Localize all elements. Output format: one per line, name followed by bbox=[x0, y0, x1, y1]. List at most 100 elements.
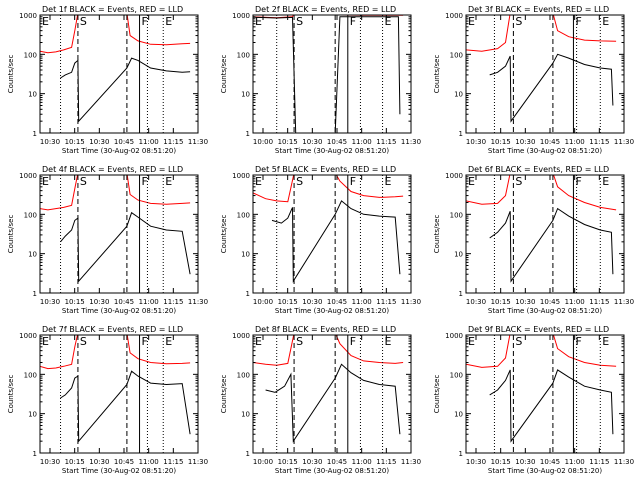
series-events-line bbox=[60, 211, 191, 283]
x-tick-label: 11:15 bbox=[163, 458, 183, 466]
marker-label: E bbox=[42, 15, 49, 28]
plot-frame bbox=[39, 14, 199, 134]
chart-title: Det 7f BLACK = Events, RED = LLD bbox=[42, 325, 183, 334]
marker-label: E bbox=[468, 175, 475, 188]
y-tick-label: 100 bbox=[237, 51, 250, 59]
x-axis-label: Start Time (30-Aug-02 08:51:20) bbox=[488, 307, 602, 315]
y-tick-label: 10 bbox=[28, 91, 37, 99]
y-tick-label: 100 bbox=[450, 211, 463, 219]
chart-title: Det 3f BLACK = Events, RED = LLD bbox=[468, 5, 609, 14]
y-tick-label: 10 bbox=[241, 411, 250, 419]
y-tick-label: 1 bbox=[33, 130, 37, 138]
x-tick-label: 11:00 bbox=[565, 298, 585, 306]
marker-label: F bbox=[350, 175, 356, 188]
y-tick-label: 1000 bbox=[19, 332, 37, 340]
y-axis-label: Counts/sec bbox=[220, 55, 228, 94]
y-tick-label: 1000 bbox=[445, 332, 463, 340]
chart-title: Det 6f BLACK = Events, RED = LLD bbox=[468, 165, 609, 174]
x-tick-label: 11:15 bbox=[163, 298, 183, 306]
x-tick-label: 10:15 bbox=[65, 138, 85, 146]
chart-title: Det 4f BLACK = Events, RED = LLD bbox=[42, 165, 183, 174]
marker-label: E bbox=[165, 335, 172, 348]
x-tick-label: 11:30 bbox=[188, 298, 208, 306]
y-tick-label: 1 bbox=[459, 450, 463, 458]
x-tick-label: 11:30 bbox=[614, 298, 634, 306]
x-tick-label: 10:45 bbox=[540, 458, 560, 466]
x-axis-label: Start Time (30-Aug-02 08:51:20) bbox=[62, 307, 176, 315]
x-tick-label: 11:15 bbox=[376, 298, 396, 306]
x-tick-label: 10:45 bbox=[540, 138, 560, 146]
y-axis-label: Counts/sec bbox=[433, 215, 441, 254]
marker-label: S bbox=[80, 175, 87, 188]
y-tick-label: 10 bbox=[454, 251, 463, 259]
series-lld-line bbox=[40, 15, 191, 54]
y-tick-label: 1000 bbox=[19, 12, 37, 20]
x-tick-label: 10:15 bbox=[491, 298, 511, 306]
x-tick-label: 11:30 bbox=[614, 458, 634, 466]
series-lld-line bbox=[466, 175, 617, 211]
x-tick-label: 11:00 bbox=[565, 458, 585, 466]
x-tick-label: 11:30 bbox=[401, 138, 421, 146]
marker-label: E bbox=[385, 335, 392, 348]
series-lld-line bbox=[253, 175, 404, 203]
x-tick-label: 11:30 bbox=[401, 458, 421, 466]
y-tick-label: 100 bbox=[237, 371, 250, 379]
plot-frame bbox=[465, 334, 625, 454]
y-tick-label: 1 bbox=[246, 130, 250, 138]
series-events-line bbox=[489, 207, 614, 283]
x-axis-label: Start Time (30-Aug-02 08:51:20) bbox=[275, 147, 389, 155]
y-axis-label: Counts/sec bbox=[220, 215, 228, 254]
y-tick-label: 1000 bbox=[445, 12, 463, 20]
x-tick-label: 11:15 bbox=[376, 138, 396, 146]
x-tick-label: 11:00 bbox=[139, 138, 159, 146]
marker-label: E bbox=[602, 175, 609, 188]
x-tick-label: 10:15 bbox=[65, 458, 85, 466]
x-tick-label: 11:00 bbox=[352, 458, 372, 466]
x-tick-label: 10:45 bbox=[540, 298, 560, 306]
x-tick-label: 10:45 bbox=[327, 298, 347, 306]
x-tick-label: 10:30 bbox=[302, 138, 322, 146]
x-tick-label: 10:30 bbox=[466, 298, 486, 306]
y-tick-label: 1 bbox=[246, 450, 250, 458]
x-tick-label: 11:00 bbox=[139, 458, 159, 466]
x-tick-label: 10:45 bbox=[114, 298, 134, 306]
x-axis-label: Start Time (30-Aug-02 08:51:20) bbox=[62, 147, 176, 155]
x-tick-label: 10:30 bbox=[515, 298, 535, 306]
marker-label: E bbox=[255, 15, 262, 28]
y-tick-label: 10 bbox=[454, 91, 463, 99]
y-tick-label: 10 bbox=[241, 251, 250, 259]
x-tick-label: 10:30 bbox=[515, 458, 535, 466]
y-tick-label: 100 bbox=[237, 211, 250, 219]
x-tick-label: 10:45 bbox=[327, 458, 347, 466]
marker-label: F bbox=[350, 15, 356, 28]
series-lld-line bbox=[40, 335, 191, 370]
marker-label: E bbox=[468, 15, 475, 28]
marker-label: E bbox=[385, 175, 392, 188]
x-tick-label: 10:30 bbox=[466, 138, 486, 146]
marker-label: E bbox=[468, 335, 475, 348]
y-tick-label: 1000 bbox=[232, 12, 250, 20]
marker-label: F bbox=[142, 335, 148, 348]
y-tick-label: 1 bbox=[459, 290, 463, 298]
chart-title: Det 1f BLACK = Events, RED = LLD bbox=[42, 5, 183, 14]
x-tick-label: 10:30 bbox=[40, 138, 60, 146]
x-tick-label: 11:15 bbox=[589, 298, 609, 306]
plot-frame bbox=[465, 14, 625, 134]
x-tick-label: 11:30 bbox=[614, 138, 634, 146]
y-tick-label: 10 bbox=[454, 411, 463, 419]
y-tick-label: 1 bbox=[33, 450, 37, 458]
marker-label: E bbox=[255, 175, 262, 188]
x-tick-label: 11:30 bbox=[188, 458, 208, 466]
plot-frame bbox=[252, 174, 412, 294]
marker-label: F bbox=[350, 335, 356, 348]
series-lld-line bbox=[40, 175, 191, 211]
series-events-line bbox=[489, 369, 614, 443]
y-tick-label: 100 bbox=[24, 211, 37, 219]
marker-label: S bbox=[515, 335, 522, 348]
